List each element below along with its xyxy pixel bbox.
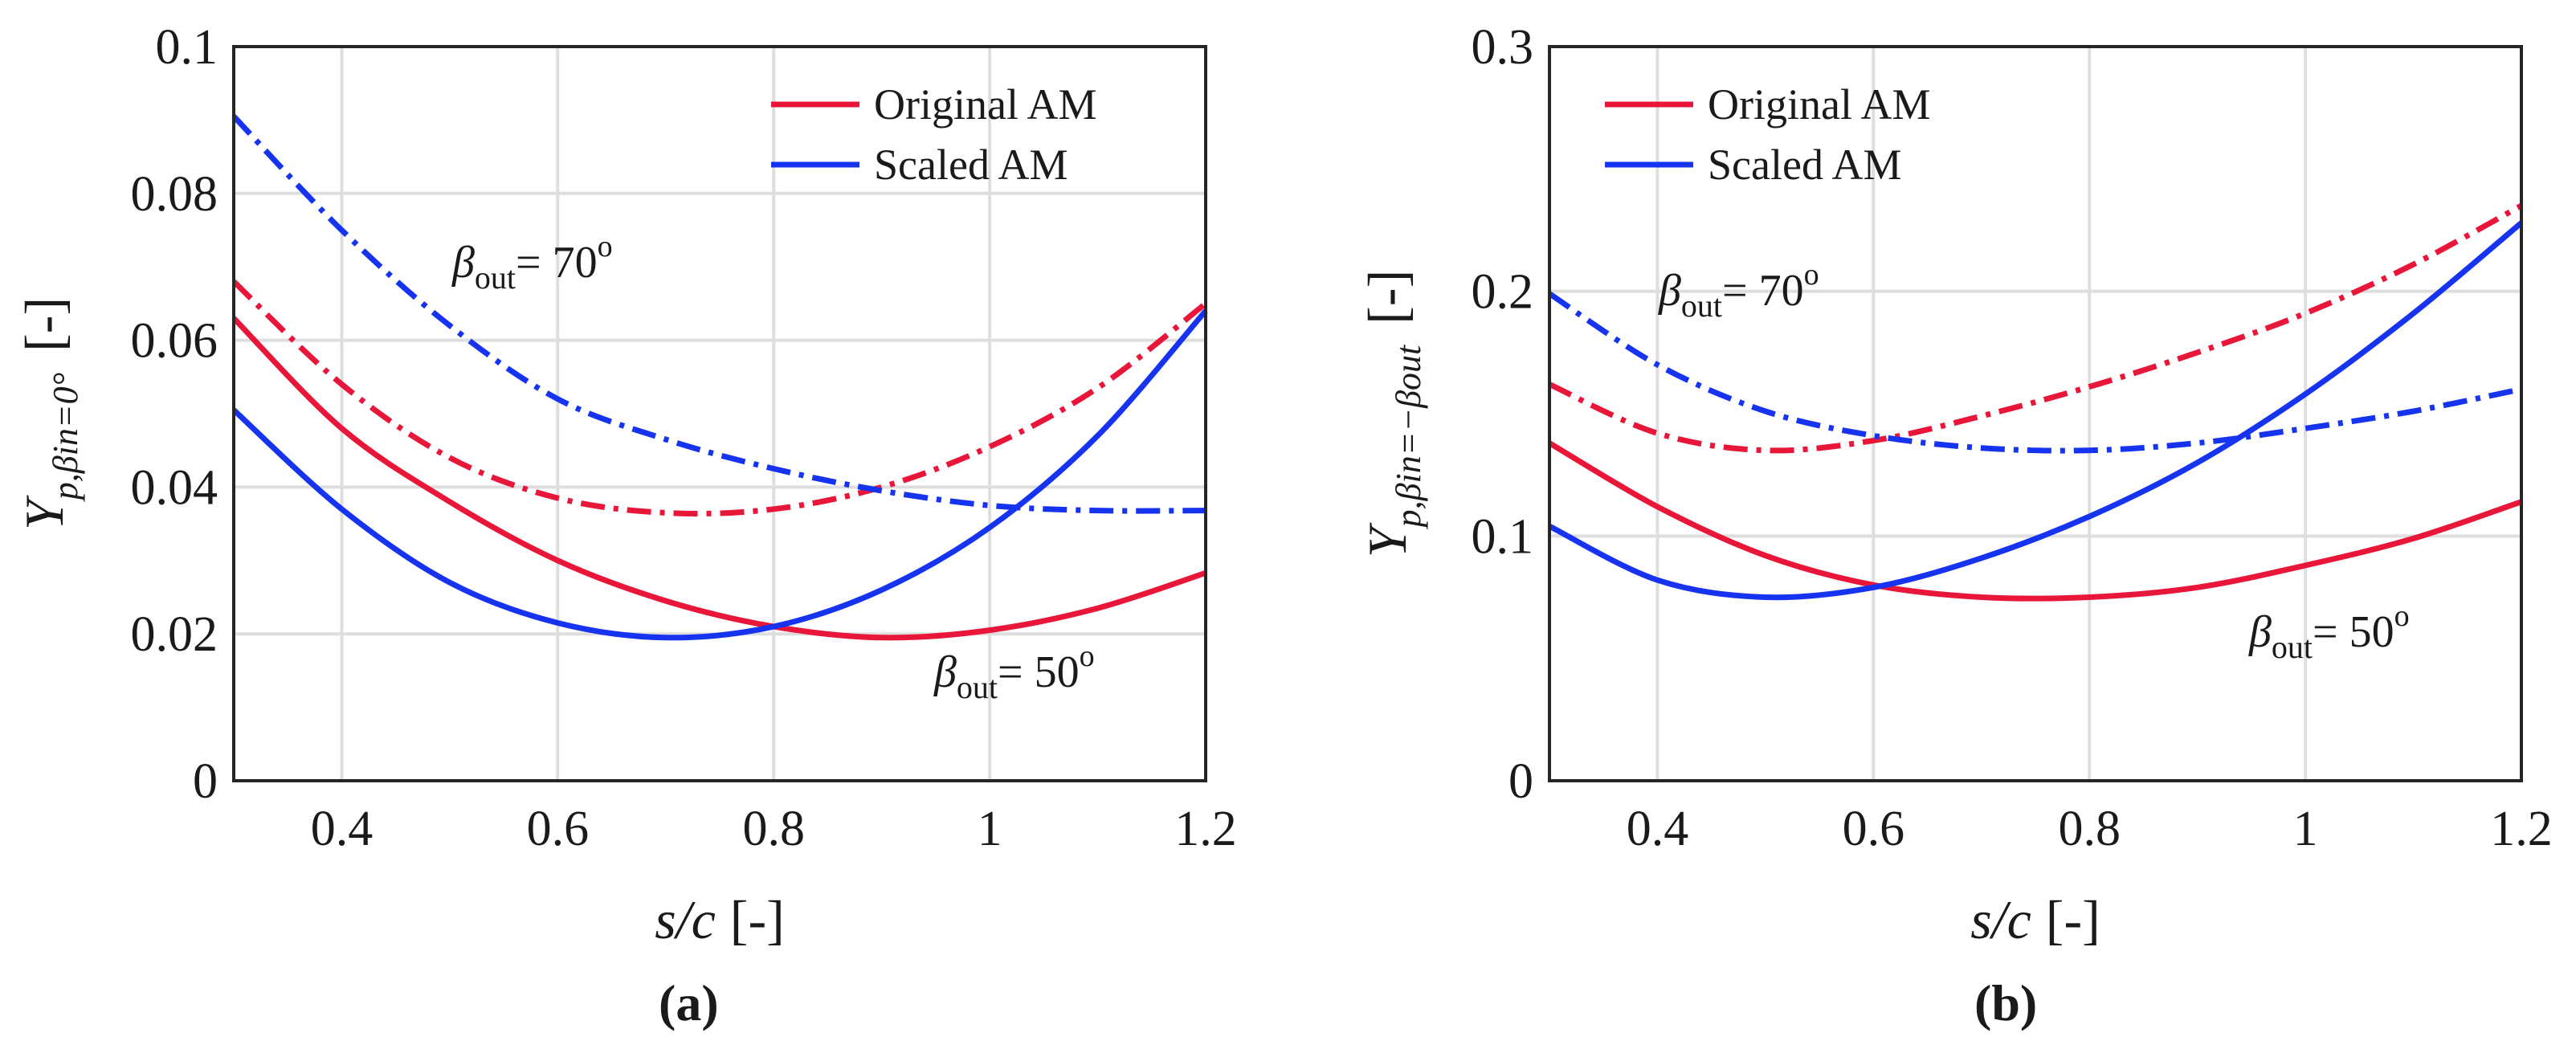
- y-tick-label: 0.1: [156, 20, 218, 75]
- y-tick-label: 0: [193, 754, 218, 809]
- x-tick-label: 1.2: [1174, 802, 1237, 856]
- legend: Original AM Scaled AM: [771, 80, 1097, 189]
- x-axis-label: s/c [-]: [1970, 889, 2100, 950]
- x-tick-label: 0.4: [311, 802, 374, 856]
- grid-lines: [1549, 45, 2523, 782]
- y-axis-label: Yp,βin=−βout[-]: [1357, 270, 1428, 557]
- y-tick-label: 0.2: [1472, 265, 1534, 320]
- tick-labels: 0.4 0.6 0.8 1 1.2 0 0.1 0.2 0.3: [1472, 20, 2553, 856]
- legend-label-scaled: Scaled AM: [874, 141, 1068, 189]
- x-tick-label: 0.8: [2058, 802, 2121, 856]
- series-line-solid: [231, 316, 1207, 641]
- series-line-solid: [231, 308, 1208, 641]
- series-line-dashdot: [231, 114, 1206, 514]
- series-lines: [1548, 202, 2524, 602]
- y-tick-label: 0.1: [1472, 509, 1534, 564]
- plot-frame: [232, 45, 1207, 782]
- chart-panel-a: 0.4 0.6 0.8 1 1.2 0 0.02 0.04 0.06 0.08 0.1 Yp,βin…: [14, 20, 1237, 1031]
- x-tick-label: 0.4: [1627, 802, 1689, 856]
- panel-label-a: (a): [659, 974, 719, 1031]
- x-tick-label: 0.6: [1843, 802, 1905, 856]
- legend-label-original: Original AM: [1708, 80, 1931, 129]
- series-line-solid: [1548, 440, 2523, 602]
- y-tick-label: 0.06: [131, 314, 218, 369]
- y-tick-label: 0.04: [131, 460, 218, 515]
- annotation-beta-out-70: βout= 70o: [451, 230, 613, 296]
- series-line-dashdot: [1548, 202, 2523, 454]
- x-tick-label: 0.6: [527, 802, 590, 856]
- annotation-beta-out-50: βout= 50o: [2248, 599, 2410, 665]
- x-tick-label: 1: [2293, 802, 2318, 856]
- annotation-beta-out-70: βout= 70o: [1658, 258, 1819, 324]
- plot-frame: [1548, 45, 2523, 782]
- legend-label-scaled: Scaled AM: [1708, 141, 1901, 189]
- series-line-solid: [1548, 220, 2524, 601]
- series-lines: [231, 114, 1208, 641]
- legend: Original AM Scaled AM: [1605, 80, 1931, 189]
- series-line-dashdot: [231, 279, 1208, 516]
- chart-panel-b: 0.4 0.6 0.8 1 1.200.10.20.3 Yp,βin=−βout[-] …: [1357, 20, 2553, 1031]
- legend-label-original: Original AM: [874, 80, 1097, 129]
- series-line-dashdot: [1548, 291, 2522, 454]
- y-tick-label: 0.08: [131, 167, 218, 222]
- x-tick-label: 1: [978, 802, 1002, 856]
- x-tick-label: 1.2: [2490, 802, 2553, 856]
- tick-labels: 0.4 0.6 0.8 1 1.2 0 0.02 0.04 0.06 0.08 0.1: [131, 20, 1237, 856]
- y-tick-label: 0.3: [1472, 20, 1534, 75]
- y-tick-label: 0: [1508, 754, 1533, 809]
- y-axis-label: Yp,βin=0°[-]: [14, 297, 85, 530]
- panel-label-b: (b): [1974, 974, 2037, 1031]
- x-tick-label: 0.8: [742, 802, 805, 856]
- y-tick-label: 0.02: [131, 607, 218, 662]
- annotation-beta-out-50: βout= 50o: [933, 639, 1095, 705]
- x-axis-label: s/c [-]: [655, 889, 784, 950]
